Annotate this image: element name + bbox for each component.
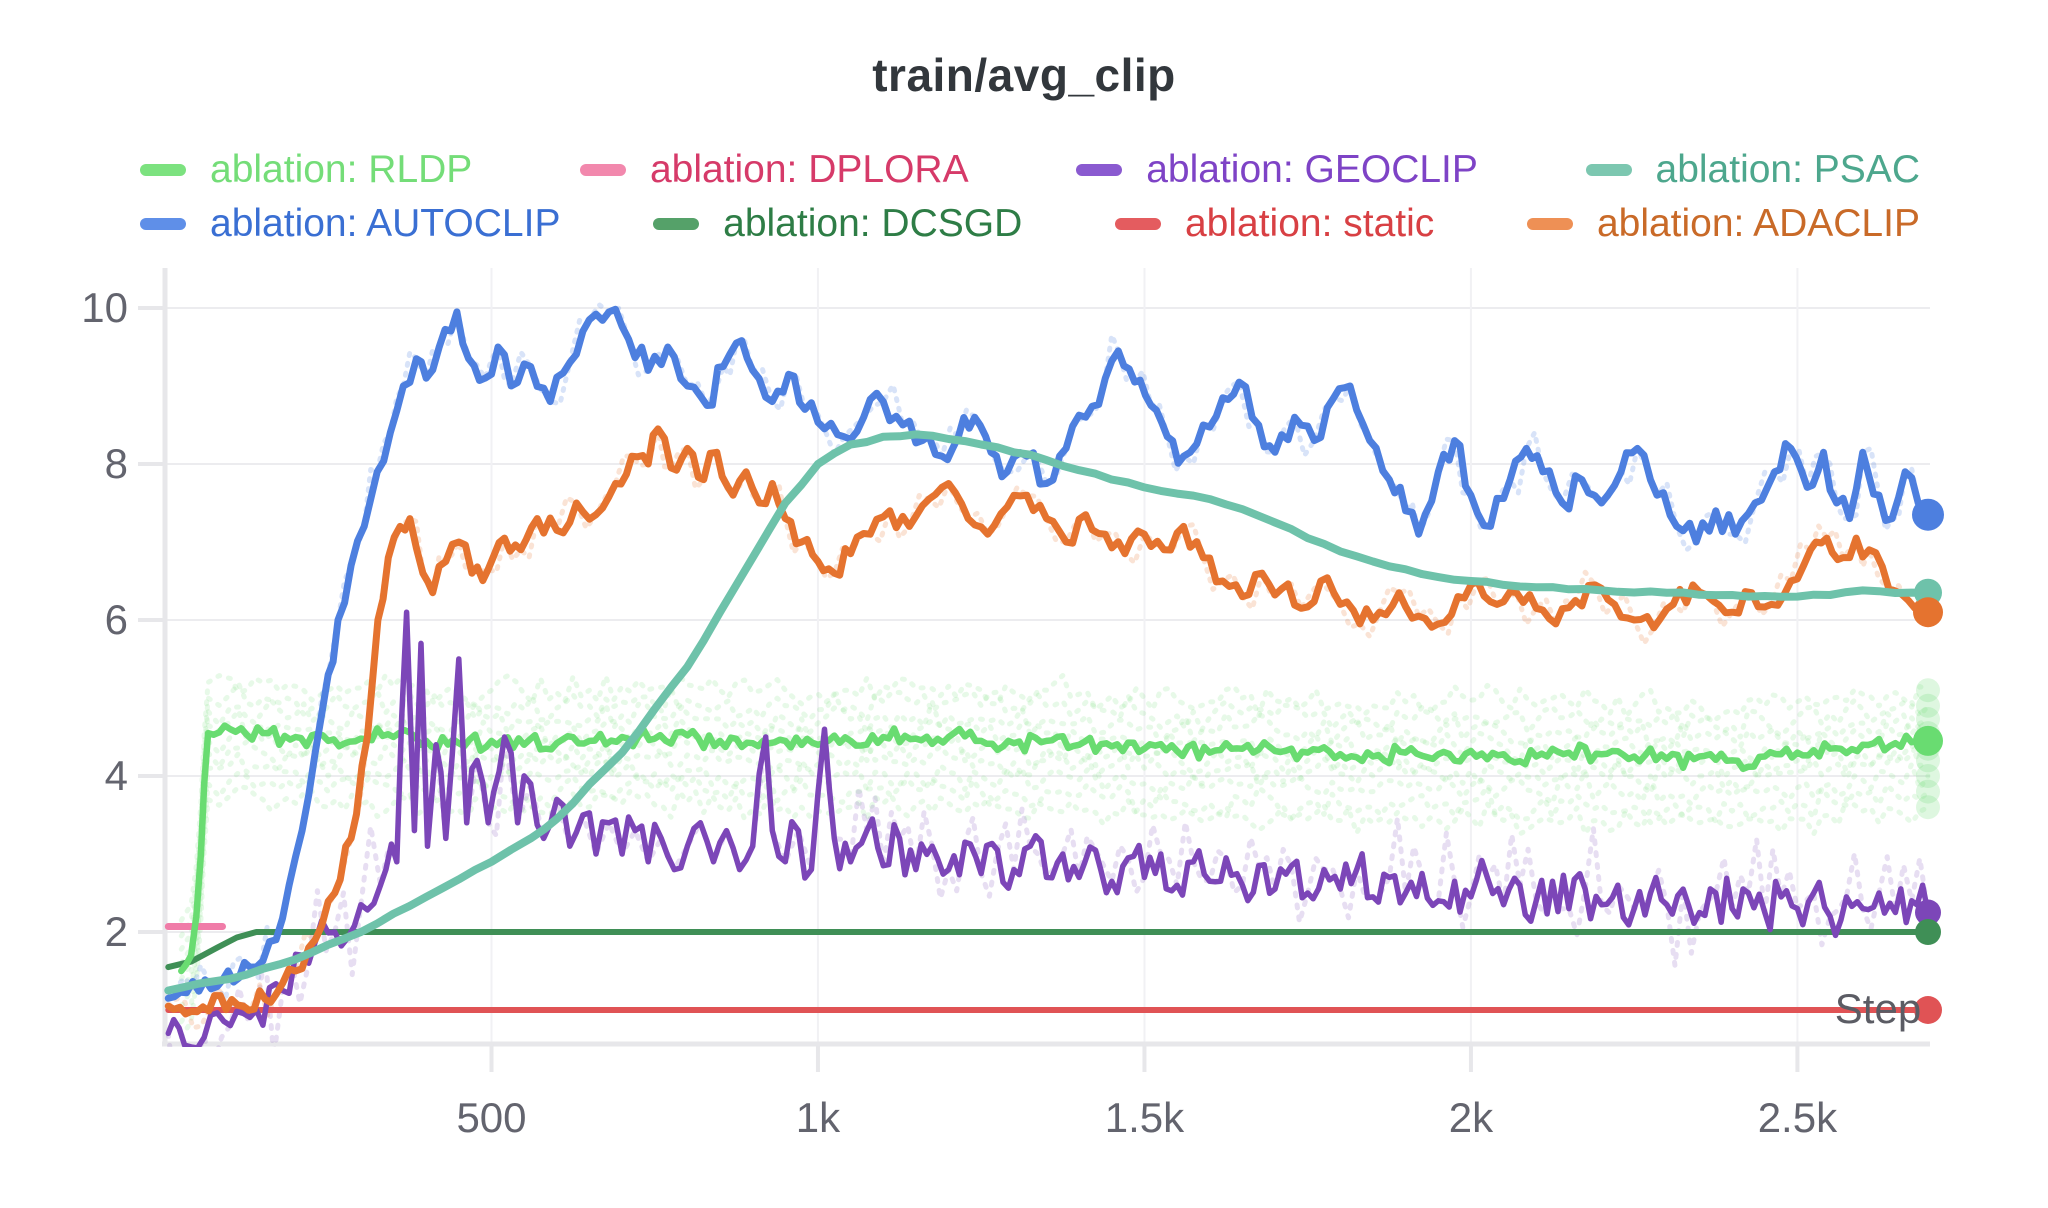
- x-tick-label: 1.5k: [1105, 1094, 1185, 1141]
- end-dot-static: [1914, 996, 1942, 1024]
- x-tick-label: 2k: [1449, 1094, 1494, 1141]
- legend-item-rldp[interactable]: ablation: RLDP: [140, 148, 472, 192]
- legend-row-2: ablation: AUTOCLIP ablation: DCSGD ablat…: [140, 202, 1920, 246]
- series-end-dots: [1912, 498, 1944, 1024]
- series-line-rldp: [178, 722, 1932, 975]
- y-tick-label: 2: [105, 908, 128, 955]
- chart-title: train/avg_clip: [872, 49, 1176, 101]
- legend-swatch-static-icon: [1114, 218, 1161, 230]
- x-tick-label: 1k: [796, 1094, 841, 1141]
- legend-label-geoclip: ablation: GEOCLIP: [1146, 148, 1478, 191]
- legend-label-dcsgd: ablation: DCSGD: [723, 202, 1023, 245]
- series-line-dcsgd: [165, 929, 1931, 971]
- legend-label-autoclip: ablation: AUTOCLIP: [210, 202, 561, 245]
- end-dot-autoclip: [1912, 498, 1944, 531]
- legend-swatch-geoclip-icon: [1076, 164, 1123, 176]
- legend-item-autoclip[interactable]: ablation: AUTOCLIP: [140, 202, 560, 246]
- x-tick-label: 500: [456, 1094, 526, 1141]
- y-tick-label: 10: [81, 284, 128, 331]
- y-tick-label: 8: [105, 440, 128, 487]
- legend: ablation: RLDP ablation: DPLORA ablation…: [140, 148, 1920, 246]
- x-axis-label: Step: [1835, 985, 1921, 1032]
- legend-label-psac: ablation: PSAC: [1655, 148, 1921, 191]
- legend-swatch-psac-icon: [1585, 164, 1632, 176]
- legend-item-adaclip[interactable]: ablation: ADACLIP: [1526, 202, 1920, 246]
- legend-label-dplora: ablation: DPLORA: [649, 148, 969, 191]
- y-tick-label: 6: [105, 596, 128, 643]
- legend-swatch-dcsgd-icon: [653, 218, 700, 230]
- legend-item-static[interactable]: ablation: static: [1114, 202, 1435, 246]
- legend-item-psac[interactable]: ablation: PSAC: [1585, 148, 1921, 192]
- legend-row-1: ablation: RLDP ablation: DPLORA ablation…: [140, 148, 1920, 192]
- legend-label-static: ablation: static: [1184, 202, 1435, 245]
- series-line-psac: [164, 430, 1932, 995]
- end-dot-geoclip: [1915, 899, 1941, 926]
- series-line-geoclip: [165, 609, 1931, 1047]
- legend-label-adaclip: ablation: ADACLIP: [1596, 202, 1920, 245]
- series-line-autoclip: [164, 305, 1932, 1002]
- legend-item-geoclip[interactable]: ablation: GEOCLIP: [1076, 148, 1478, 192]
- end-dot-rldp: [1913, 725, 1943, 756]
- legend-swatch-rldp-icon: [140, 164, 186, 176]
- series-line-adaclip: [164, 425, 1932, 1018]
- legend-swatch-dplora-icon: [579, 164, 626, 176]
- legend-swatch-adaclip-icon: [1526, 218, 1573, 230]
- end-dot-dcsgd: [1915, 919, 1941, 945]
- end-dot-adaclip: [1913, 597, 1943, 628]
- x-tick-label: 2.5k: [1758, 1094, 1838, 1141]
- legend-swatch-autoclip-icon: [140, 218, 186, 230]
- tick-labels: 2 4 6 8 10 500 1k 1.5k 2k 2.5k: [81, 284, 1838, 1141]
- legend-item-dplora[interactable]: ablation: DPLORA: [579, 148, 969, 192]
- legend-label-rldp: ablation: RLDP: [210, 148, 473, 191]
- legend-item-dcsgd[interactable]: ablation: DCSGD: [653, 202, 1022, 246]
- gridlines: [165, 268, 1930, 1044]
- axes: [138, 268, 1930, 1072]
- series-lines: [164, 302, 1932, 1047]
- y-tick-label: 4: [105, 752, 128, 799]
